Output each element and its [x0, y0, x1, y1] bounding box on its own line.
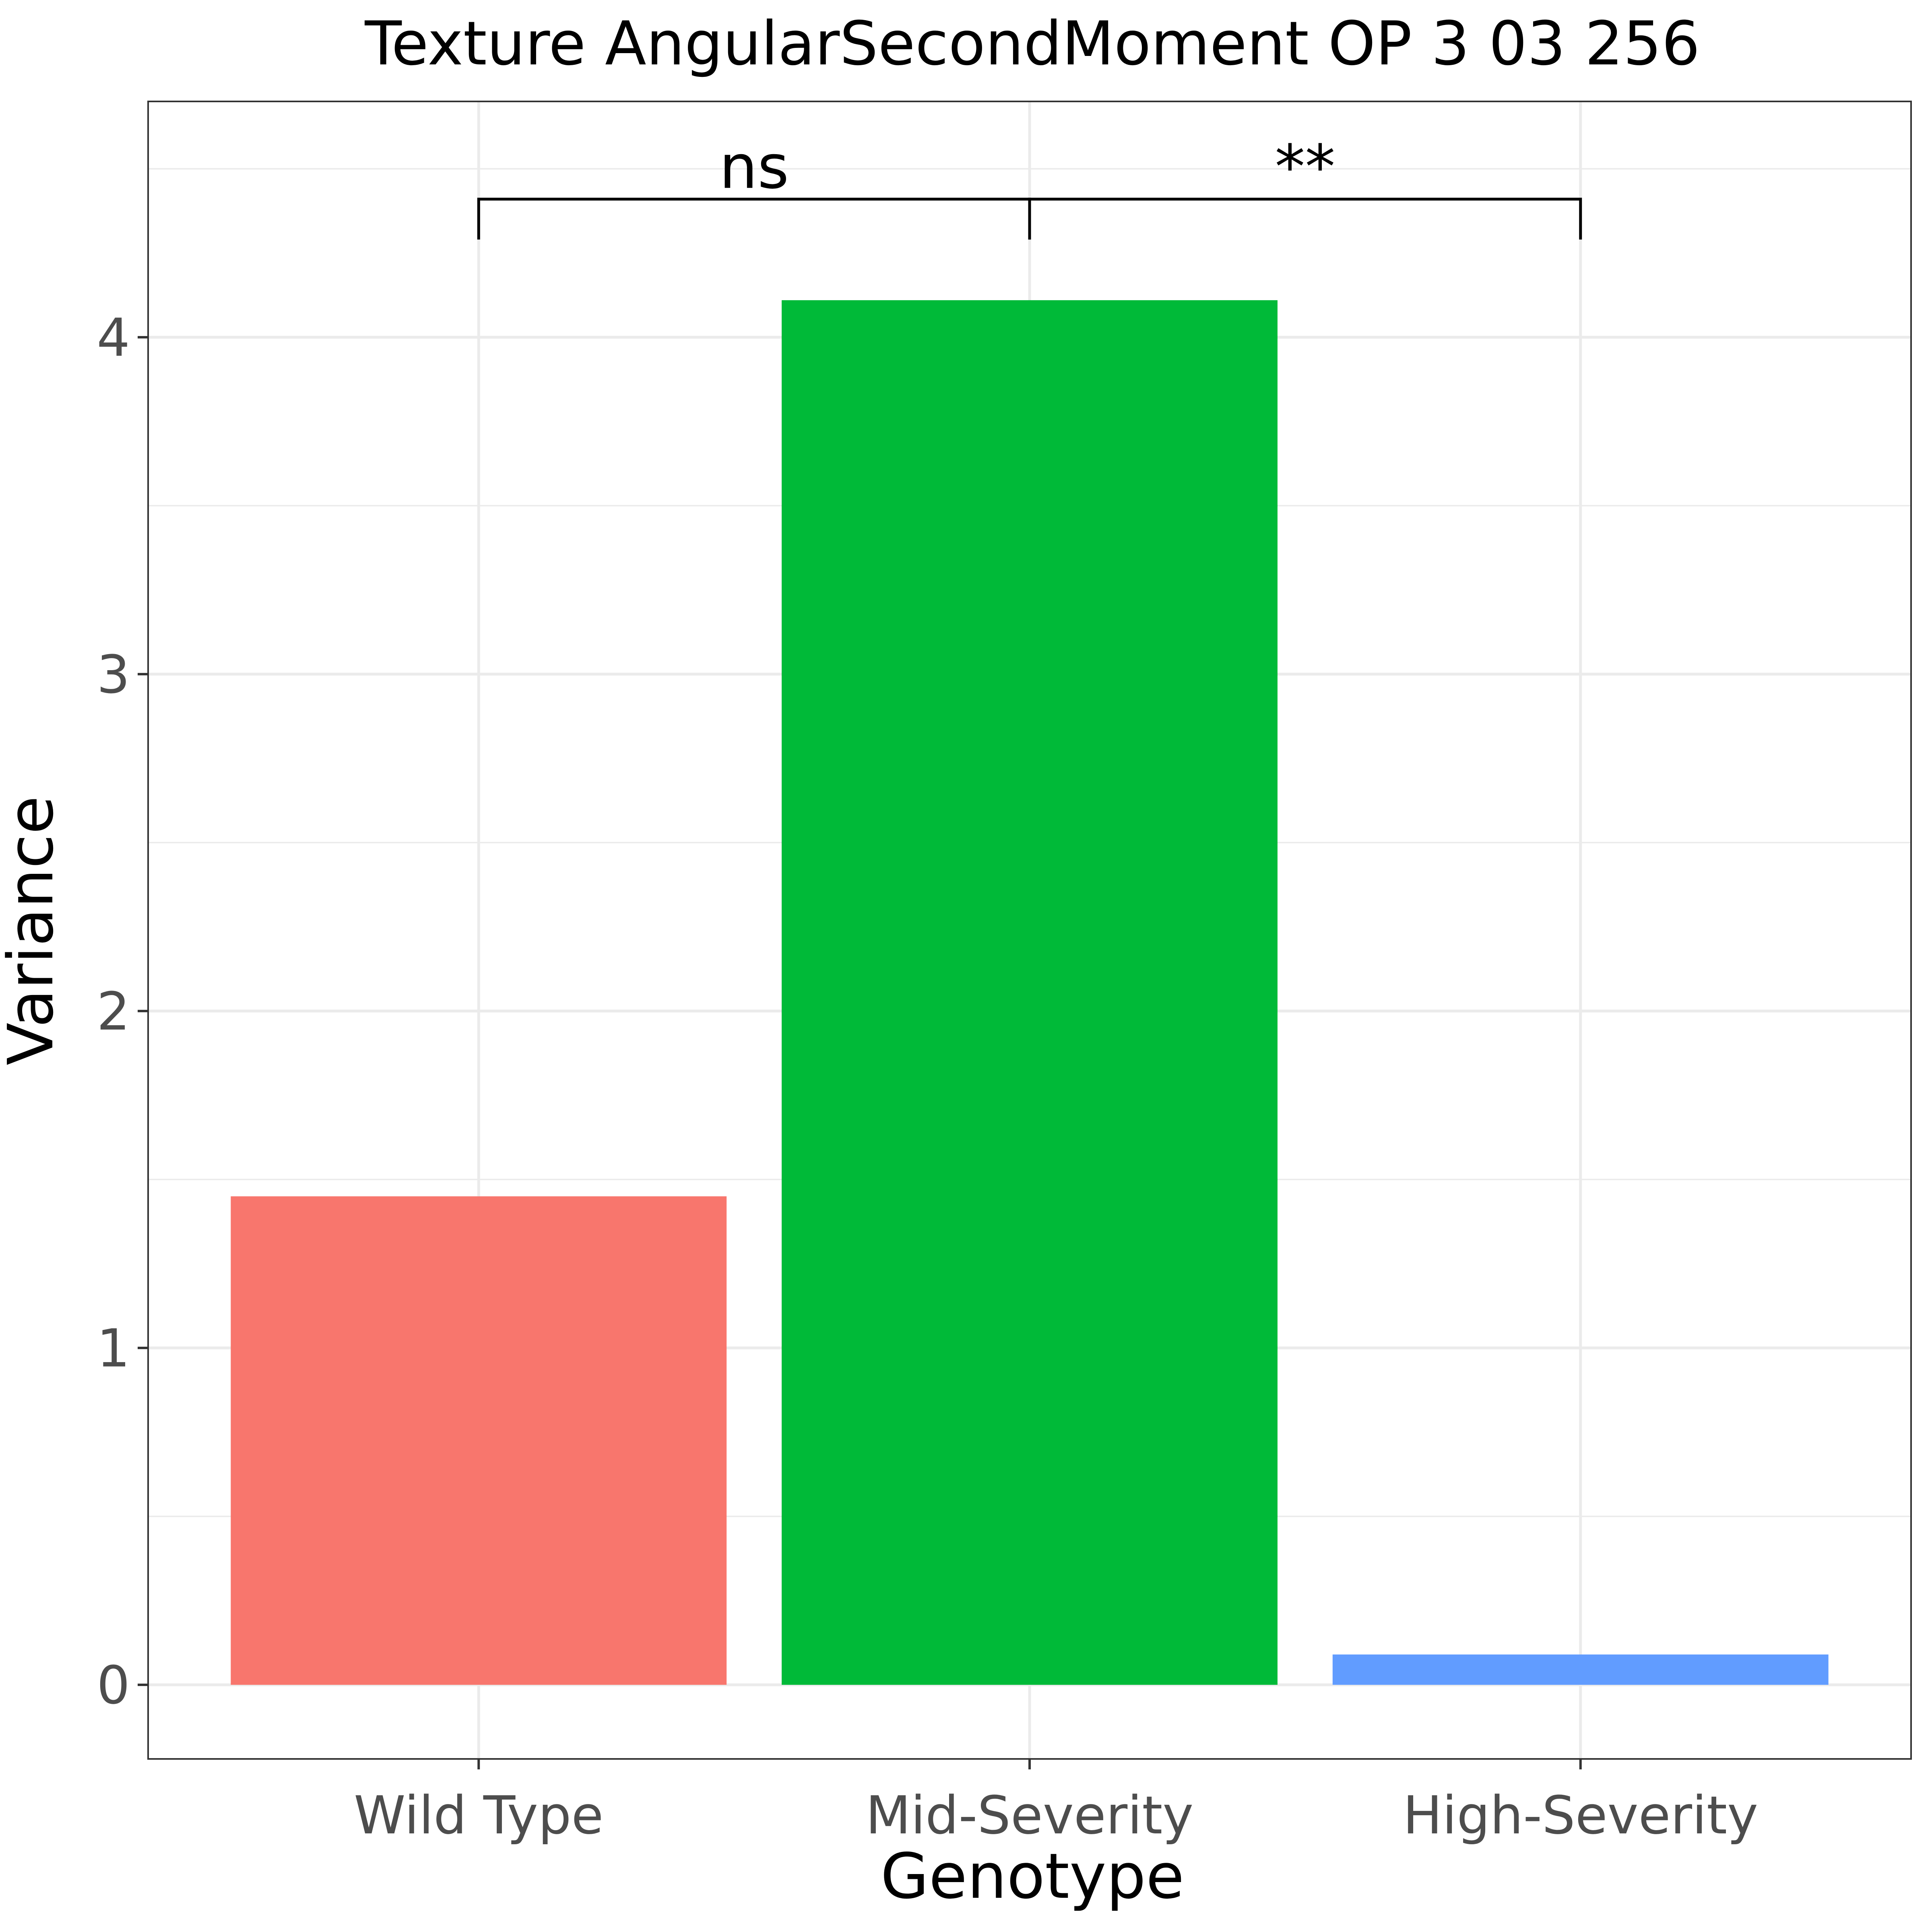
x-tick-label: High-Severity: [1403, 1785, 1758, 1846]
y-tick-label: 2: [97, 981, 130, 1042]
bar-wild-type: [231, 1196, 727, 1685]
chart-title: Texture AngularSecondMoment OP 3 03 256: [364, 9, 1700, 79]
x-axis-title: Genotype: [881, 1840, 1185, 1913]
x-axis: Wild Type Mid-Severity High-Severity: [354, 1759, 1758, 1846]
bars: [231, 300, 1829, 1685]
y-tick-label: 1: [97, 1318, 130, 1379]
bar-mid-severity: [782, 300, 1278, 1685]
significance-label: ns: [719, 132, 789, 202]
y-axis: 0 1 2 3 4: [97, 307, 148, 1716]
significance-label: **: [1275, 132, 1335, 202]
bar-high-severity: [1332, 1654, 1829, 1685]
x-tick-label: Mid-Severity: [866, 1785, 1194, 1846]
y-tick-label: 0: [97, 1655, 130, 1716]
significance-brackets: ns **: [477, 132, 1582, 240]
significance-bracket: [1028, 198, 1582, 240]
y-tick-label: 3: [97, 644, 130, 705]
y-axis-title: Variance: [0, 796, 67, 1065]
y-tick-label: 4: [97, 307, 130, 368]
x-tick-label: Wild Type: [354, 1785, 603, 1846]
